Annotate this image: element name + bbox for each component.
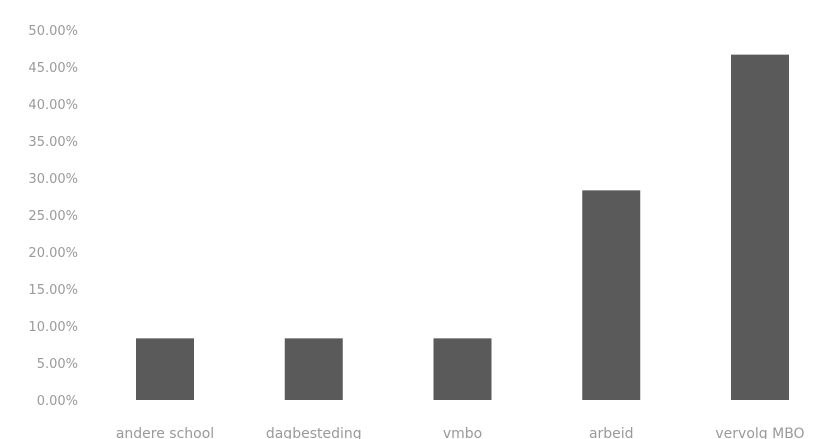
bar [433, 338, 492, 400]
y-tick-label: 35.00% [28, 135, 78, 150]
y-tick-label: 25.00% [28, 209, 78, 224]
x-axis: andere school dagbesteding vmbo arbeid vervo… [116, 426, 805, 439]
y-tick-label: 40.00% [28, 98, 78, 113]
bars [136, 54, 789, 400]
y-tick-label: 0.00% [37, 394, 78, 409]
y-tick-label: 30.00% [28, 172, 78, 187]
y-tick-label: 10.00% [28, 320, 78, 335]
y-tick-label: 15.00% [28, 283, 78, 298]
bar [731, 54, 789, 400]
y-tick-label: 5.00% [37, 357, 78, 372]
x-tick-label: vervolg MBO [715, 426, 804, 439]
x-tick-label: vmbo [443, 426, 482, 439]
y-tick-label: 20.00% [28, 246, 78, 261]
y-axis: 0.00% 5.00% 10.00% 15.00% 20.00% 25.00% 30.00%… [28, 24, 78, 409]
y-tick-label: 50.00% [28, 24, 78, 39]
x-tick-label: andere school [116, 426, 214, 439]
x-tick-label: dagbesteding [266, 426, 362, 439]
x-tick-label: arbeid [589, 426, 634, 439]
bar [284, 338, 343, 400]
y-tick-label: 45.00% [28, 61, 78, 76]
bar [582, 190, 641, 400]
bar [136, 338, 194, 400]
